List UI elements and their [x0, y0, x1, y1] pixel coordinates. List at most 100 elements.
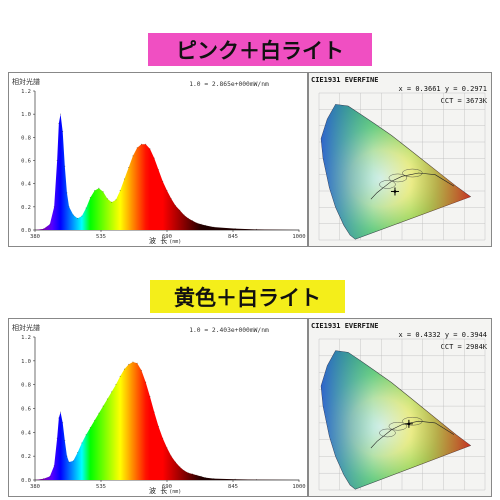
spectrum-chart-pink: 相対光譜 1.0 = 2.865e+000mW/nm 0.0 0.2 0.4 0.6 0… — [8, 72, 308, 247]
spectrum-point — [58, 122, 60, 124]
spectrum-point — [81, 442, 83, 444]
spectrum-point — [136, 147, 138, 149]
spectrum-point — [196, 222, 198, 224]
cie-title: CIE1931 EVERFINE — [311, 76, 378, 84]
spectrum-point — [85, 207, 87, 209]
spectrum-point — [166, 190, 168, 192]
spectrum-point — [106, 398, 108, 400]
x-tick-label: 1000 — [292, 234, 305, 240]
spectrum-point — [106, 198, 108, 200]
x-tick-label: 380 — [30, 234, 40, 240]
spectrum-point — [183, 469, 185, 471]
spectrum-point — [162, 437, 164, 439]
spectrum-point — [200, 223, 202, 225]
spectrum-point — [140, 369, 142, 371]
spectrum-point — [58, 417, 60, 419]
spectrum-point — [94, 190, 96, 192]
planckian-locus — [370, 172, 455, 200]
spectrum-point — [81, 215, 83, 217]
spectrum-point — [89, 427, 91, 429]
spectrum-point — [136, 362, 138, 364]
spectrum-point — [62, 131, 64, 133]
macadam-ellipse — [388, 422, 408, 431]
spectrum-point — [72, 460, 74, 462]
spectral-locus-tint — [321, 104, 471, 240]
macadam-ellipse — [379, 180, 396, 189]
spectrum-plot-area: 0.0 0.2 0.4 0.6 0.8 1.0 1.2 380 535 690 845 1000 — [21, 89, 306, 240]
x-tick-label: 845 — [228, 484, 238, 490]
spectrum-point — [157, 169, 159, 171]
spectrum-point — [234, 228, 236, 230]
spectrum-point — [166, 447, 168, 449]
spectrum-point — [298, 479, 300, 481]
y-tick-label: 1.2 — [21, 89, 31, 95]
spectrum-point — [157, 425, 159, 427]
cie-chromaticity-pink: CIE1931 EVERFINE x = 0.3661 y = 0.2971 C… — [308, 72, 492, 247]
spectrum-point — [175, 205, 177, 207]
spectrum-note: 1.0 = 2.403e+000mW/nm — [189, 327, 269, 334]
macadam-ellipse — [402, 168, 423, 178]
spectrum-point — [179, 466, 181, 468]
spectrum-point — [149, 396, 151, 398]
spectrum-point — [149, 148, 151, 150]
y-tick-label: 0.6 — [21, 159, 31, 165]
spectrum-point — [89, 197, 91, 199]
spectrum-point — [119, 375, 121, 377]
spectrum-point — [170, 198, 172, 200]
spectrum-point — [111, 391, 113, 393]
spectrum-point — [140, 143, 142, 145]
y-tick-label: 0.8 — [21, 383, 31, 389]
spectrum-point — [53, 465, 55, 467]
spectrum-plot-area: 0.0 0.2 0.4 0.6 0.8 1.0 1.2 380 535 690 845 1000 — [21, 335, 306, 490]
spectrum-point — [175, 461, 177, 463]
spectrum-point — [102, 405, 104, 407]
measured-point — [407, 422, 411, 426]
x-tick-label: 690 — [162, 234, 172, 240]
y-tick-label: 0.8 — [21, 135, 31, 141]
spectrum-point — [102, 191, 104, 193]
x-tick-label: 1000 — [292, 484, 305, 490]
spectrum-point — [255, 479, 257, 481]
cie-diagram — [318, 92, 486, 241]
y-tick-label: 0.6 — [21, 407, 31, 413]
y-tick-label: 1.0 — [21, 112, 31, 118]
spectrum-point — [192, 473, 194, 475]
spectrum-point — [60, 411, 62, 413]
cie-readout: x = 0.3661 y = 0.2971 — [398, 85, 487, 93]
spectrum-point — [183, 214, 185, 216]
spectrum-point — [56, 160, 58, 161]
measured-point — [393, 190, 397, 193]
y-tick-label: 0.0 — [21, 228, 31, 234]
spectrum-point — [132, 155, 134, 157]
spectrum-title: 相対光譜 — [12, 323, 40, 332]
spectrum-point — [145, 143, 147, 145]
y-tick-label: 0.2 — [21, 205, 31, 211]
spectrum-point — [43, 228, 45, 230]
spectrum-point — [60, 113, 62, 115]
y-tick-label: 0.4 — [21, 430, 32, 436]
x-tick-label: 535 — [96, 234, 106, 240]
y-tick-label: 0.0 — [21, 478, 31, 484]
spectrum-point — [213, 478, 215, 480]
macadam-ellipse — [402, 417, 423, 426]
spectrum-point — [170, 455, 172, 457]
spectrum-point — [43, 478, 45, 480]
spectrum-point — [196, 474, 198, 476]
spectrum-point — [72, 214, 74, 216]
x-tick-label: 535 — [96, 484, 106, 490]
x-tick-label: 845 — [228, 234, 238, 240]
x-tick-label: 380 — [30, 484, 40, 490]
spectrum-point — [255, 228, 257, 230]
spectrum-point — [64, 165, 66, 167]
spectrum-point — [34, 229, 36, 231]
y-tick-label: 0.4 — [21, 182, 32, 188]
spectrum-point — [187, 217, 189, 219]
spectrum-point — [98, 412, 100, 414]
spectrum-point — [49, 475, 51, 477]
spectrum-point — [98, 187, 100, 189]
spectrum-point — [66, 455, 68, 457]
planckian-locus — [370, 420, 455, 449]
spectrum-title: 相対光譜 — [12, 77, 40, 86]
cie-svg-pink: CIE1931 EVERFINE x = 0.3661 y = 0.2971 C… — [311, 76, 488, 241]
cie-svg-yellow: CIE1931 EVERFINE x = 0.4332 y = 0.3944 C… — [311, 322, 488, 491]
